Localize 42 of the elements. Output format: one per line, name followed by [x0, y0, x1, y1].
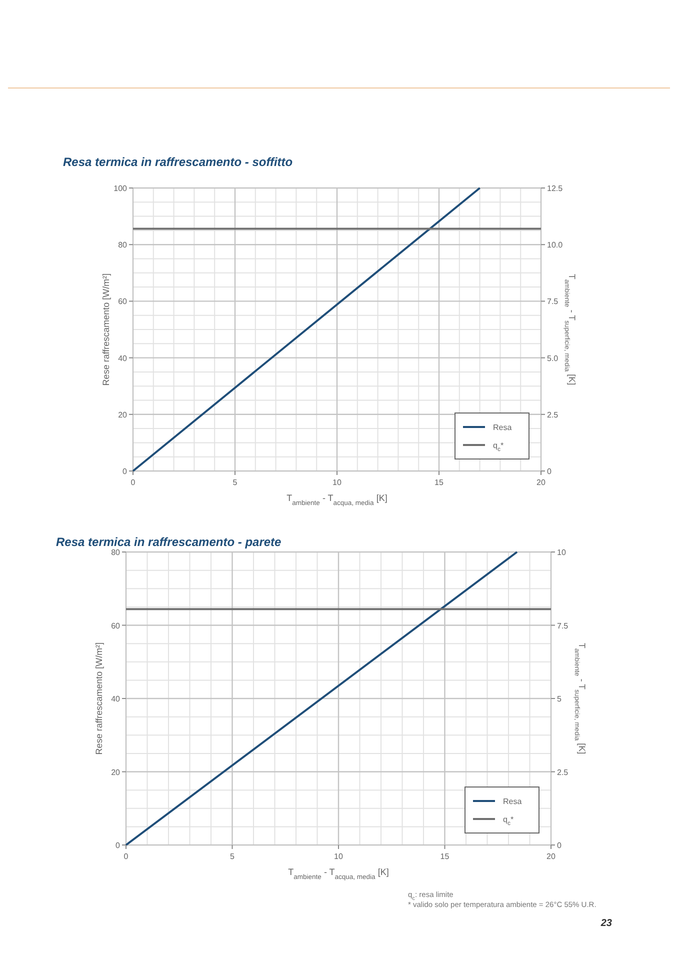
y-tick-label: 40 [118, 354, 128, 363]
y-tick-label: 20 [111, 768, 121, 777]
y2-tick-label: 2.5 [557, 768, 569, 777]
x-tick-label: 5 [232, 478, 238, 487]
legend-label: Resa [503, 797, 522, 806]
x-tick-label: 20 [546, 852, 556, 861]
y2-tick-label: 7.5 [557, 621, 569, 630]
y-tick-label: 0 [116, 841, 121, 850]
y2-tick-label: 12.5 [547, 184, 564, 193]
y2-tick-label: 0 [547, 467, 552, 476]
y2-tick-label: 0 [557, 841, 562, 850]
y-axis-title: Rese raffrescamento [W/m²] [94, 642, 104, 755]
y2-tick-label: 10 [557, 548, 566, 557]
x-axis-title: T$_{ambiente}$ - T$_{acqua, media}$ [K] [286, 493, 388, 506]
y-tick-label: 20 [118, 410, 128, 420]
legend-label: q$_{c}$* [503, 815, 514, 827]
y2-tick-label: 7.5 [547, 297, 559, 306]
y-axis-title: Rese raffrescamento [W/m²] [101, 273, 111, 386]
y2-tick-label: 5 [557, 694, 562, 704]
legend-label: q$_{c}$* [493, 441, 504, 453]
y-tick-label: 60 [118, 297, 128, 306]
x-tick-label: 5 [230, 852, 236, 861]
y-tick-label: 40 [111, 694, 121, 704]
y-tick-label: 60 [111, 621, 121, 630]
x-tick-label: 0 [130, 478, 136, 487]
x-tick-label: 15 [440, 852, 450, 861]
legend-label: Resa [493, 423, 512, 432]
chart-title: Resa termica in raffrescamento - parete [56, 535, 282, 549]
x-tick-label: 15 [434, 478, 444, 487]
y2-tick-label: 5.0 [547, 354, 559, 363]
y2-tick-label: 2.5 [547, 410, 559, 420]
y-tick-label: 80 [111, 548, 121, 557]
y2-tick-label: 10.0 [547, 240, 564, 250]
x-axis-title: T$_{ambiente}$ - T$_{acqua, media}$ [K] [288, 867, 389, 880]
y-tick-label: 100 [114, 184, 128, 193]
y-tick-label: 0 [122, 467, 128, 476]
x-tick-label: 20 [536, 478, 546, 487]
chart-title: Resa termica in raffrescamento - soffitto [63, 155, 293, 169]
y-tick-label: 80 [118, 240, 128, 250]
x-tick-label: 10 [332, 478, 342, 487]
x-tick-label: 10 [334, 852, 344, 861]
text: 23 [600, 918, 612, 929]
